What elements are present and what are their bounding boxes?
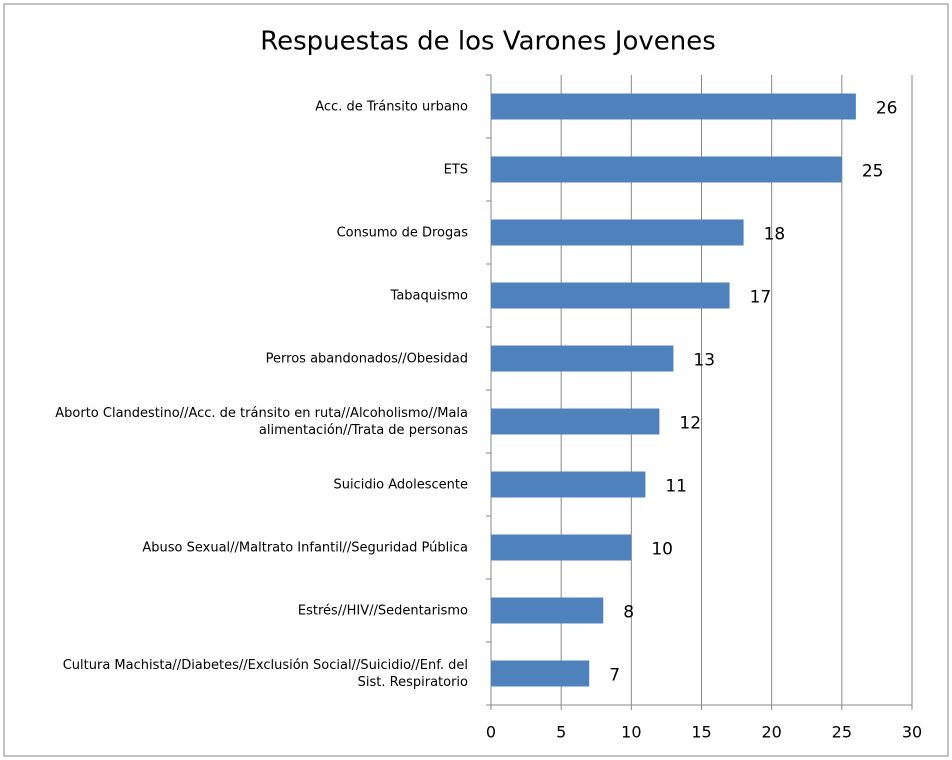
- chart-frame: [3, 3, 949, 757]
- x-tick-label: 25: [832, 723, 852, 742]
- bar: [491, 597, 604, 624]
- bar: [491, 345, 674, 372]
- bar: [491, 93, 856, 120]
- y-tick-label: Abuso Sexual//Maltrato Infantil//Segurid…: [142, 540, 468, 555]
- x-tick-label: 10: [621, 723, 641, 742]
- bar: [491, 282, 730, 309]
- bar: [491, 219, 744, 246]
- value-label: 8: [623, 603, 634, 623]
- bar: [491, 534, 632, 561]
- value-label: 11: [665, 477, 687, 497]
- x-tick-label: 15: [691, 723, 711, 742]
- bar: [491, 471, 646, 498]
- x-tick-label: 30: [902, 723, 922, 742]
- y-tick-label: Estrés//HIV//Sedentarismo: [298, 603, 468, 618]
- value-label: 13: [693, 351, 715, 371]
- x-tick-label: 5: [556, 723, 566, 742]
- y-tick-label: Suicidio Adolescente: [333, 477, 468, 492]
- y-tick-label: Cultura Machista//Diabetes//Exclusión So…: [63, 658, 468, 690]
- bar: [491, 408, 660, 435]
- value-label: 26: [876, 99, 898, 119]
- x-tick-label: 0: [486, 723, 496, 742]
- value-label: 18: [764, 225, 786, 245]
- y-tick-label: Aborto Clandestino//Acc. de tránsito en …: [55, 406, 468, 438]
- chart-title: Respuestas de los Varones Jovenes: [260, 27, 716, 57]
- y-tick-label: Tabaquismo: [390, 288, 469, 303]
- y-tick-label: ETS: [444, 162, 468, 177]
- x-tick-label: 20: [761, 723, 781, 742]
- y-tick-label: Consumo de Drogas: [337, 225, 469, 240]
- value-label: 10: [651, 540, 673, 560]
- y-tick-label: Perros abandonados//Obesidad: [266, 351, 468, 366]
- bar: [491, 660, 590, 687]
- y-tick-label: Acc. de Tránsito urbano: [315, 99, 468, 114]
- value-label: 7: [609, 666, 620, 686]
- value-label: 25: [862, 162, 884, 182]
- value-label: 12: [679, 414, 701, 434]
- value-label: 17: [750, 288, 772, 308]
- bar: [491, 156, 842, 183]
